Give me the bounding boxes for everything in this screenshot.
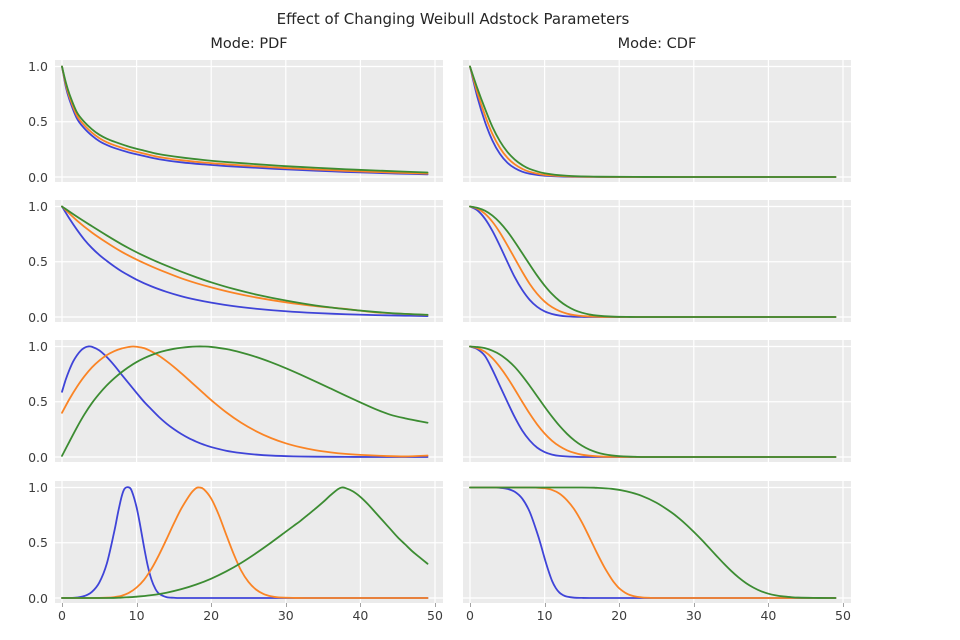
subplot-row2-cdf [463,200,851,322]
plot-area-row3-cdf [463,340,851,462]
y-tick-label-row1: 1.0 [28,59,48,74]
series-line-blue [61,65,429,176]
x-tick-label: 0 [466,608,474,623]
subplot-row4-cdf [463,481,851,603]
x-tick-label: 10 [128,608,145,623]
x-tick-mark [470,603,471,607]
figure-title: Effect of Changing Weibull Adstock Param… [276,10,630,28]
plot-area-row3-pdf [55,340,443,462]
series-line-green [61,345,429,457]
y-tick-label-row4: 0.5 [28,535,48,551]
subplot-row3-pdf [55,340,443,462]
series-line-orange [469,486,837,599]
series-line-orange [469,205,837,318]
y-tick-label-row2: 0.5 [28,254,48,270]
series-line-green [61,205,429,316]
series-line-blue [61,486,429,599]
x-tick-mark [62,603,63,607]
column-title-cdf: Mode: CDF [617,36,697,52]
x-tick-mark [619,603,621,607]
x-tick-mark [843,603,844,607]
x-tick-label: 40 [352,608,369,623]
x-tick-mark [285,603,287,607]
x-tick-mark [768,603,770,607]
series-line-blue [469,486,837,599]
x-tick-label: 50 [835,608,851,623]
x-tick-mark [544,603,546,607]
x-tick-label: 30 [277,608,294,623]
y-tick-label-row1: 0.5 [28,114,48,130]
y-tick-label-row4: 1.0 [28,480,48,495]
x-tick-label: 20 [203,608,220,623]
subplot-row1-cdf [463,60,851,182]
series-line-orange [61,345,429,458]
x-tick-mark [136,603,138,607]
x-tick-mark [211,603,213,607]
x-tick-mark [435,603,436,607]
x-tick-label: 40 [760,608,777,623]
series-line-orange [61,486,429,599]
plot-area-row4-cdf [463,481,851,603]
x-tick-label: 0 [58,608,66,623]
subplot-row2-pdf [55,200,443,322]
y-tick-label-row1: 0.0 [28,169,48,185]
x-tick-label: 30 [685,608,702,623]
subplot-row3-cdf [463,340,851,462]
y-tick-label-row4: 0.0 [28,590,48,606]
y-tick-label-row2: 0.0 [28,309,48,325]
plot-area-row4-pdf [55,481,443,603]
series-line-green [61,486,429,599]
x-tick-mark [693,603,695,607]
x-tick-label: 50 [427,608,443,623]
plot-area-row2-pdf [55,200,443,322]
series-line-blue [61,345,429,458]
x-tick-mark [360,603,362,607]
series-line-orange [469,345,837,458]
subplot-row1-pdf [55,60,443,182]
plot-area-row1-cdf [463,60,851,182]
y-tick-label-row3: 0.5 [28,394,48,410]
plot-area-row2-cdf [463,200,851,322]
x-tick-label: 10 [536,608,553,623]
series-line-green [469,65,837,178]
series-line-orange [61,205,429,316]
y-tick-label-row2: 1.0 [28,199,48,214]
series-line-orange [61,65,429,175]
series-line-green [469,205,837,318]
y-tick-label-row3: 1.0 [28,339,48,354]
series-line-green [469,345,837,458]
y-tick-label-row3: 0.0 [28,449,48,465]
x-tick-label: 20 [611,608,628,623]
series-line-green [469,486,837,599]
subplot-row4-pdf [55,481,443,603]
column-title-pdf: Mode: PDF [210,36,288,52]
series-line-blue [61,205,429,318]
plot-area-row1-pdf [55,60,443,182]
series-line-green [61,65,429,174]
series-line-blue [469,345,837,458]
